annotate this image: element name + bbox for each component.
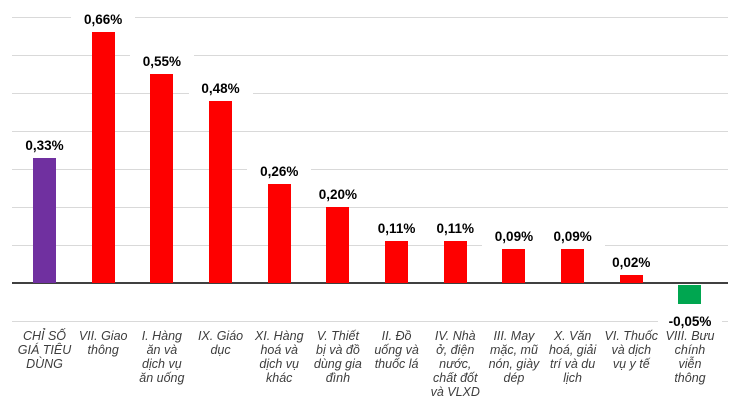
- category-label: VIII. Bưu chính viễn thông: [665, 329, 715, 385]
- gridline: [12, 17, 728, 18]
- category-label: VI. Thuốc và dịch vụ y tế: [604, 329, 659, 371]
- value-label: 0,11%: [423, 220, 488, 239]
- x-axis-baseline: [12, 282, 728, 284]
- category-label: III. May mặc, mũ nón, giày dép: [488, 329, 540, 385]
- gridline: [12, 321, 728, 322]
- value-label: 0,26%: [247, 163, 312, 182]
- gridline: [12, 207, 728, 208]
- gridline: [12, 93, 728, 94]
- bar: [91, 32, 115, 283]
- bar: [561, 248, 585, 283]
- category-label: IX. Giáo dục: [197, 329, 244, 357]
- value-label: 0,33%: [12, 136, 77, 155]
- gridline: [12, 169, 728, 170]
- value-label: 0,20%: [305, 186, 370, 204]
- category-label: VII. Giao thông: [78, 329, 128, 357]
- value-label: 0,02%: [599, 254, 664, 273]
- category-label: I. Hàng ăn và dịch vụ ăn uống: [139, 329, 185, 385]
- gridline: [12, 131, 728, 132]
- value-label: -0,05%: [657, 313, 722, 331]
- value-label: 0,48%: [188, 79, 253, 98]
- category-label: IV. Nhà ở, điện nước, chất đốt và VLXD: [430, 329, 480, 399]
- category-label: X. Văn hoá, giải trí và du lịch: [548, 329, 597, 385]
- value-label: 0,55%: [129, 53, 194, 71]
- value-label: 0,09%: [481, 227, 546, 246]
- bar: [619, 275, 643, 283]
- bar: [385, 241, 409, 283]
- gridline: [12, 55, 728, 56]
- value-label: 0,66%: [71, 11, 136, 30]
- bar: [326, 207, 350, 283]
- bar: [443, 241, 467, 283]
- gridline: [12, 245, 728, 246]
- bar: [502, 248, 526, 283]
- value-label: 0,09%: [540, 227, 605, 246]
- bar: [150, 74, 174, 283]
- bar: [678, 285, 702, 304]
- category-label: II. Đồ uống và thuốc lá: [374, 329, 419, 371]
- bar: [267, 184, 291, 283]
- category-label: CHỈ SỐ GIÁ TIÊU DÙNG: [17, 329, 72, 371]
- bar: [33, 157, 56, 283]
- category-label: V. Thiết bị và đồ dùng gia đình: [313, 329, 362, 385]
- category-label: XI. Hàng hoá và dịch vụ khác: [254, 329, 304, 385]
- value-label: 0,11%: [364, 220, 429, 239]
- bar: [209, 100, 233, 283]
